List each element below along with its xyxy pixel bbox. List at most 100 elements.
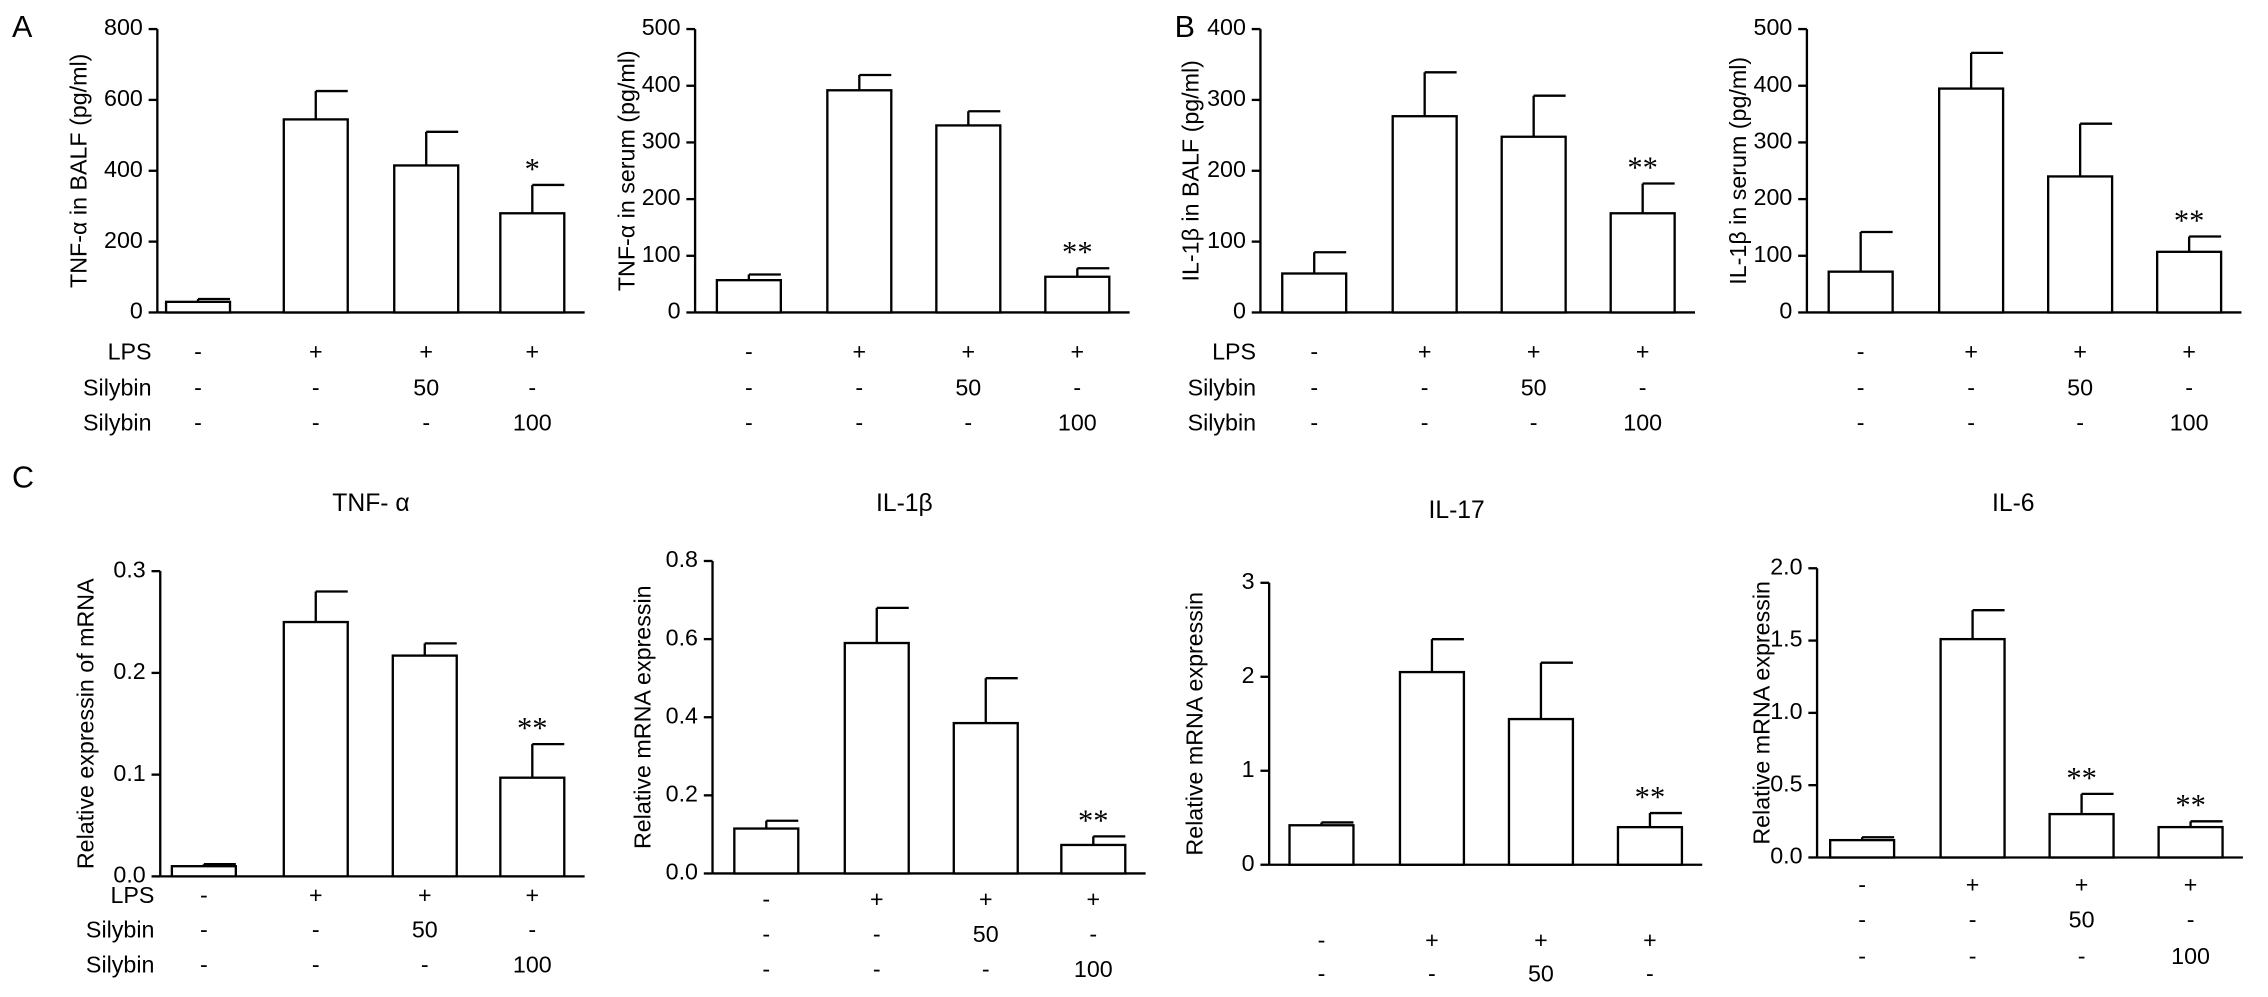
- condition-value: -: [200, 917, 208, 943]
- condition-name: Silybin: [1188, 410, 1257, 436]
- condition-value: +: [2073, 338, 2087, 364]
- y-tick-label: 200: [1754, 184, 1793, 210]
- condition-value: -: [200, 882, 208, 908]
- bar: [952, 721, 1019, 875]
- condition-value: -: [1969, 943, 1977, 969]
- condition-value: -: [2078, 943, 2086, 969]
- condition-value: -: [194, 375, 202, 401]
- condition-value: -: [2187, 907, 2195, 933]
- y-tick-label: 1: [1242, 756, 1255, 782]
- y-tick-label: 0.0: [666, 859, 698, 885]
- condition-value: -: [1318, 960, 1326, 986]
- y-tick-label: 500: [642, 14, 681, 40]
- condition-value: -: [422, 410, 430, 436]
- condition-value: +: [418, 882, 432, 908]
- condition-value: -: [762, 956, 770, 982]
- condition-value: +: [2182, 338, 2196, 364]
- condition-value: -: [855, 375, 863, 401]
- condition-value: 100: [1074, 956, 1113, 982]
- bar: [1616, 825, 1684, 866]
- condition-value: +: [1527, 338, 1541, 364]
- condition-value: 100: [513, 410, 552, 436]
- bar: [1827, 270, 1894, 314]
- y-tick-label: 0: [1233, 298, 1246, 324]
- y-axis-label: IL-1β in serum (pg/ml): [1725, 57, 1751, 285]
- y-tick-label: 0: [1242, 850, 1255, 876]
- panel-label: C: [12, 461, 34, 495]
- y-tick-label: 400: [1207, 14, 1246, 40]
- y-tick-label: 0: [1779, 298, 1792, 324]
- bar: [164, 300, 232, 314]
- bar: [282, 620, 349, 878]
- condition-value: +: [309, 882, 323, 908]
- y-axis-label: Relative mRNA expressin: [629, 585, 655, 849]
- condition-value: +: [1534, 927, 1548, 953]
- bar: [935, 124, 1002, 314]
- condition-value: -: [1073, 375, 1081, 401]
- condition-value: -: [528, 375, 536, 401]
- condition-name: LPS: [110, 882, 154, 908]
- y-tick-label: 300: [642, 128, 681, 154]
- significance: *: [525, 152, 540, 186]
- condition-value: -: [312, 375, 320, 401]
- y-tick-label: 100: [1207, 227, 1246, 253]
- significance: **: [2175, 788, 2206, 822]
- condition-value: -: [1530, 410, 1538, 436]
- significance: **: [1062, 235, 1093, 269]
- bar: [1828, 838, 1896, 859]
- condition-value: +: [309, 338, 323, 364]
- condition-value: -: [1967, 410, 1975, 436]
- y-tick-label: 200: [104, 227, 143, 253]
- bar: [2048, 812, 2115, 859]
- condition-value: +: [962, 338, 976, 364]
- bar: [393, 164, 460, 314]
- condition-name: Silybin: [83, 375, 151, 401]
- condition-value: +: [526, 882, 540, 908]
- condition-name: Silybin: [86, 917, 154, 943]
- condition-value: 50: [2069, 907, 2095, 933]
- condition-value: -: [194, 410, 202, 436]
- condition-value: +: [1425, 927, 1439, 953]
- condition-value: -: [1857, 410, 1865, 436]
- y-axis-label: TNF-α in BALF (pg/ml): [65, 54, 91, 288]
- condition-name: Silybin: [83, 410, 151, 436]
- condition-value: -: [873, 956, 881, 982]
- bar: [733, 827, 800, 875]
- condition-value: -: [855, 410, 863, 436]
- condition-value: -: [312, 952, 320, 978]
- condition-value: +: [1418, 338, 1432, 364]
- condition-value: +: [419, 338, 433, 364]
- condition-value: -: [982, 956, 990, 982]
- bar: [715, 279, 782, 314]
- y-tick-label: 0.1: [113, 760, 145, 786]
- y-tick-label: 1.0: [1770, 698, 1802, 724]
- bar: [2157, 825, 2224, 859]
- y-tick-label: 0.4: [666, 702, 698, 728]
- y-tick-label: 0.2: [666, 780, 698, 806]
- bar: [2155, 250, 2223, 314]
- bar: [1391, 115, 1458, 314]
- condition-value: -: [528, 917, 536, 943]
- y-tick-label: 0.2: [113, 658, 145, 684]
- condition-value: -: [1969, 907, 1977, 933]
- bar: [1398, 670, 1466, 866]
- significance: **: [1635, 780, 1666, 814]
- bar: [1507, 717, 1575, 866]
- condition-value: 50: [412, 917, 438, 943]
- y-tick-label: 0.5: [1770, 770, 1802, 796]
- chart-title: IL-1β: [876, 490, 933, 517]
- y-tick-label: 400: [104, 156, 143, 182]
- bar: [1288, 824, 1355, 866]
- chart-title: IL-6: [1992, 490, 2035, 517]
- significance: **: [2066, 761, 2097, 795]
- condition-name: Silybin: [86, 952, 154, 978]
- y-tick-label: 0: [668, 298, 681, 324]
- condition-value: -: [1318, 927, 1326, 953]
- condition-name: LPS: [108, 338, 152, 364]
- condition-value: 100: [2170, 410, 2209, 436]
- bar: [1044, 275, 1111, 314]
- y-tick-label: 0.0: [113, 862, 145, 888]
- condition-value: -: [1310, 338, 1318, 364]
